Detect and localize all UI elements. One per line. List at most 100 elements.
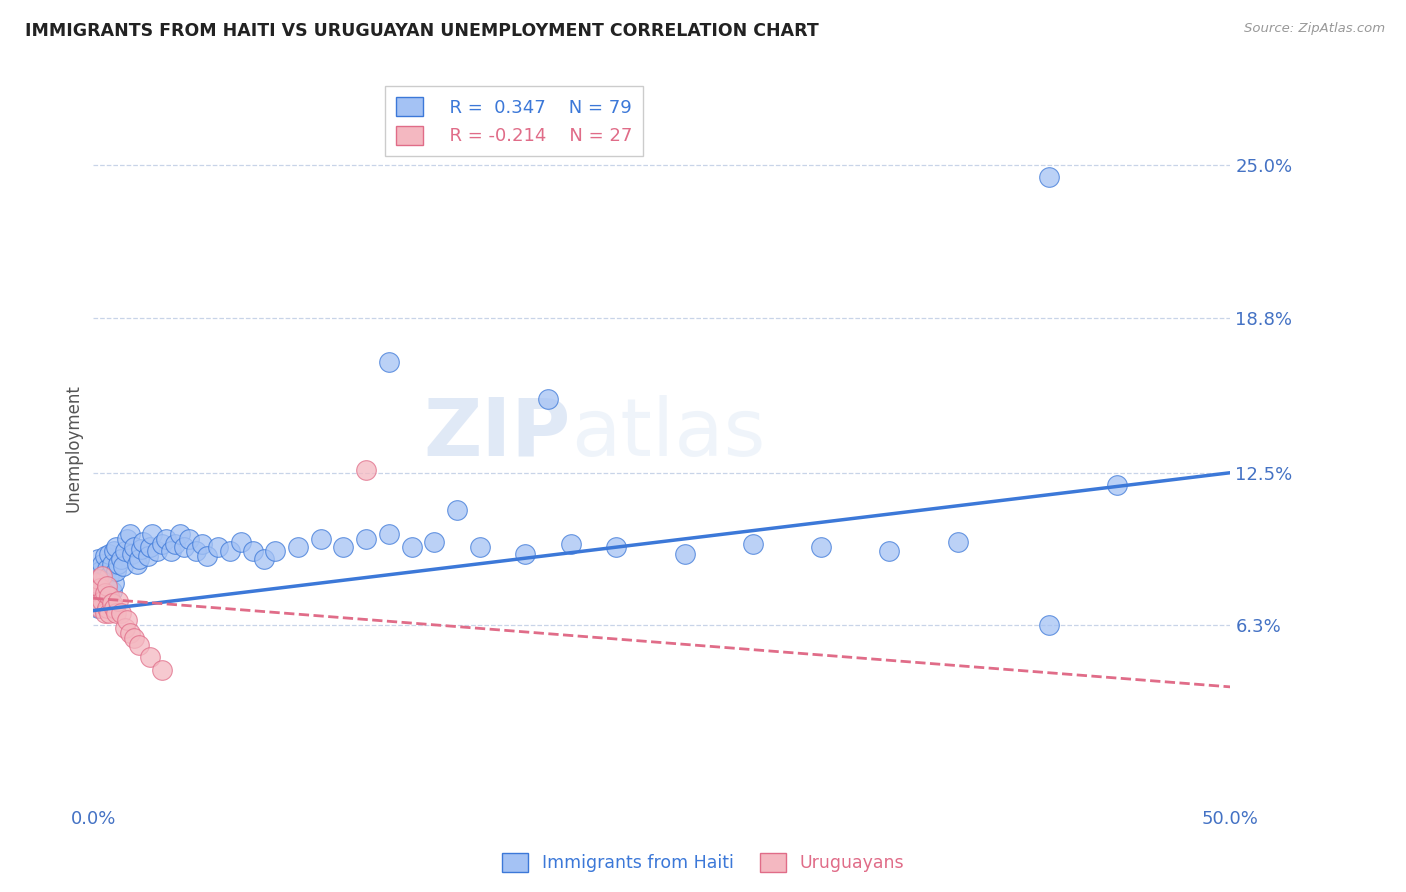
Point: [139, 650, 162, 665]
Point: [100, 557, 122, 571]
Point: [146, 544, 169, 558]
Point: [446, 502, 468, 516]
Point: [191, 537, 214, 551]
Point: [98, 606, 121, 620]
Point: [159, 544, 181, 558]
Point: [125, 557, 148, 571]
Point: [89, 576, 111, 591]
Point: [91, 586, 114, 600]
Point: [87, 582, 110, 596]
Point: [128, 638, 150, 652]
Point: [103, 576, 125, 591]
Point: [354, 463, 377, 477]
Point: [93, 586, 115, 600]
Point: [110, 552, 132, 566]
Point: [89, 564, 111, 578]
Point: [114, 544, 136, 558]
Point: [91, 593, 114, 607]
Point: [98, 547, 121, 561]
Point: [195, 549, 218, 564]
Point: [107, 593, 129, 607]
Point: [264, 544, 287, 558]
Point: [87, 601, 110, 615]
Point: [96, 579, 118, 593]
Point: [100, 583, 122, 598]
Point: [93, 582, 115, 596]
Point: [129, 541, 152, 556]
Text: IMMIGRANTS FROM HAITI VS URUGUAYAN UNEMPLOYMENT CORRELATION CHART: IMMIGRANTS FROM HAITI VS URUGUAYAN UNEMP…: [25, 22, 820, 40]
Point: [132, 534, 155, 549]
Point: [105, 606, 128, 620]
Point: [111, 559, 134, 574]
Point: [1038, 170, 1060, 185]
Point: [150, 663, 173, 677]
Point: [287, 540, 309, 554]
Point: [354, 532, 377, 546]
Point: [89, 593, 111, 607]
Point: [946, 534, 969, 549]
Point: [96, 589, 118, 603]
Point: [98, 569, 121, 583]
Point: [84, 589, 107, 603]
Point: [118, 625, 141, 640]
Point: [91, 596, 114, 610]
Point: [515, 547, 537, 561]
Point: [1105, 478, 1128, 492]
Point: [91, 557, 114, 571]
Point: [105, 540, 128, 554]
Point: [741, 537, 763, 551]
Point: [93, 549, 115, 564]
Point: [673, 547, 696, 561]
Point: [105, 564, 128, 578]
Point: [150, 537, 173, 551]
Point: [537, 392, 560, 406]
Point: [93, 572, 115, 586]
Point: [207, 540, 229, 554]
Point: [93, 606, 115, 620]
Point: [121, 547, 143, 561]
Point: [177, 532, 200, 546]
Point: [103, 601, 125, 615]
Point: [378, 527, 401, 541]
Point: [332, 540, 354, 554]
Legend: Immigrants from Haiti, Uruguayans: Immigrants from Haiti, Uruguayans: [495, 846, 911, 879]
Point: [117, 532, 139, 546]
Point: [117, 614, 139, 628]
Point: [110, 606, 132, 620]
Point: [96, 579, 118, 593]
Point: [96, 601, 118, 615]
Point: [231, 534, 253, 549]
Legend:   R =  0.347    N = 79,   R = -0.214    N = 27: R = 0.347 N = 79, R = -0.214 N = 27: [385, 86, 643, 156]
Text: Source: ZipAtlas.com: Source: ZipAtlas.com: [1244, 22, 1385, 36]
Point: [1038, 618, 1060, 632]
Point: [169, 527, 191, 541]
Y-axis label: Unemployment: Unemployment: [65, 384, 82, 512]
Point: [122, 540, 145, 554]
Point: [84, 576, 107, 591]
Point: [103, 544, 125, 558]
Point: [879, 544, 901, 558]
Point: [128, 552, 150, 566]
Point: [242, 544, 264, 558]
Point: [378, 355, 401, 369]
Point: [96, 562, 118, 576]
Point: [122, 631, 145, 645]
Point: [165, 537, 187, 551]
Point: [173, 540, 195, 554]
Point: [136, 549, 159, 564]
Point: [139, 540, 162, 554]
Point: [100, 596, 122, 610]
Point: [401, 540, 423, 554]
Text: ZIP: ZIP: [423, 395, 571, 473]
Point: [98, 589, 121, 603]
Point: [89, 601, 111, 615]
Point: [91, 569, 114, 583]
Point: [118, 527, 141, 541]
Point: [423, 534, 446, 549]
Point: [810, 540, 832, 554]
Point: [560, 537, 582, 551]
Point: [87, 552, 110, 566]
Point: [468, 540, 491, 554]
Point: [89, 582, 111, 596]
Point: [309, 532, 332, 546]
